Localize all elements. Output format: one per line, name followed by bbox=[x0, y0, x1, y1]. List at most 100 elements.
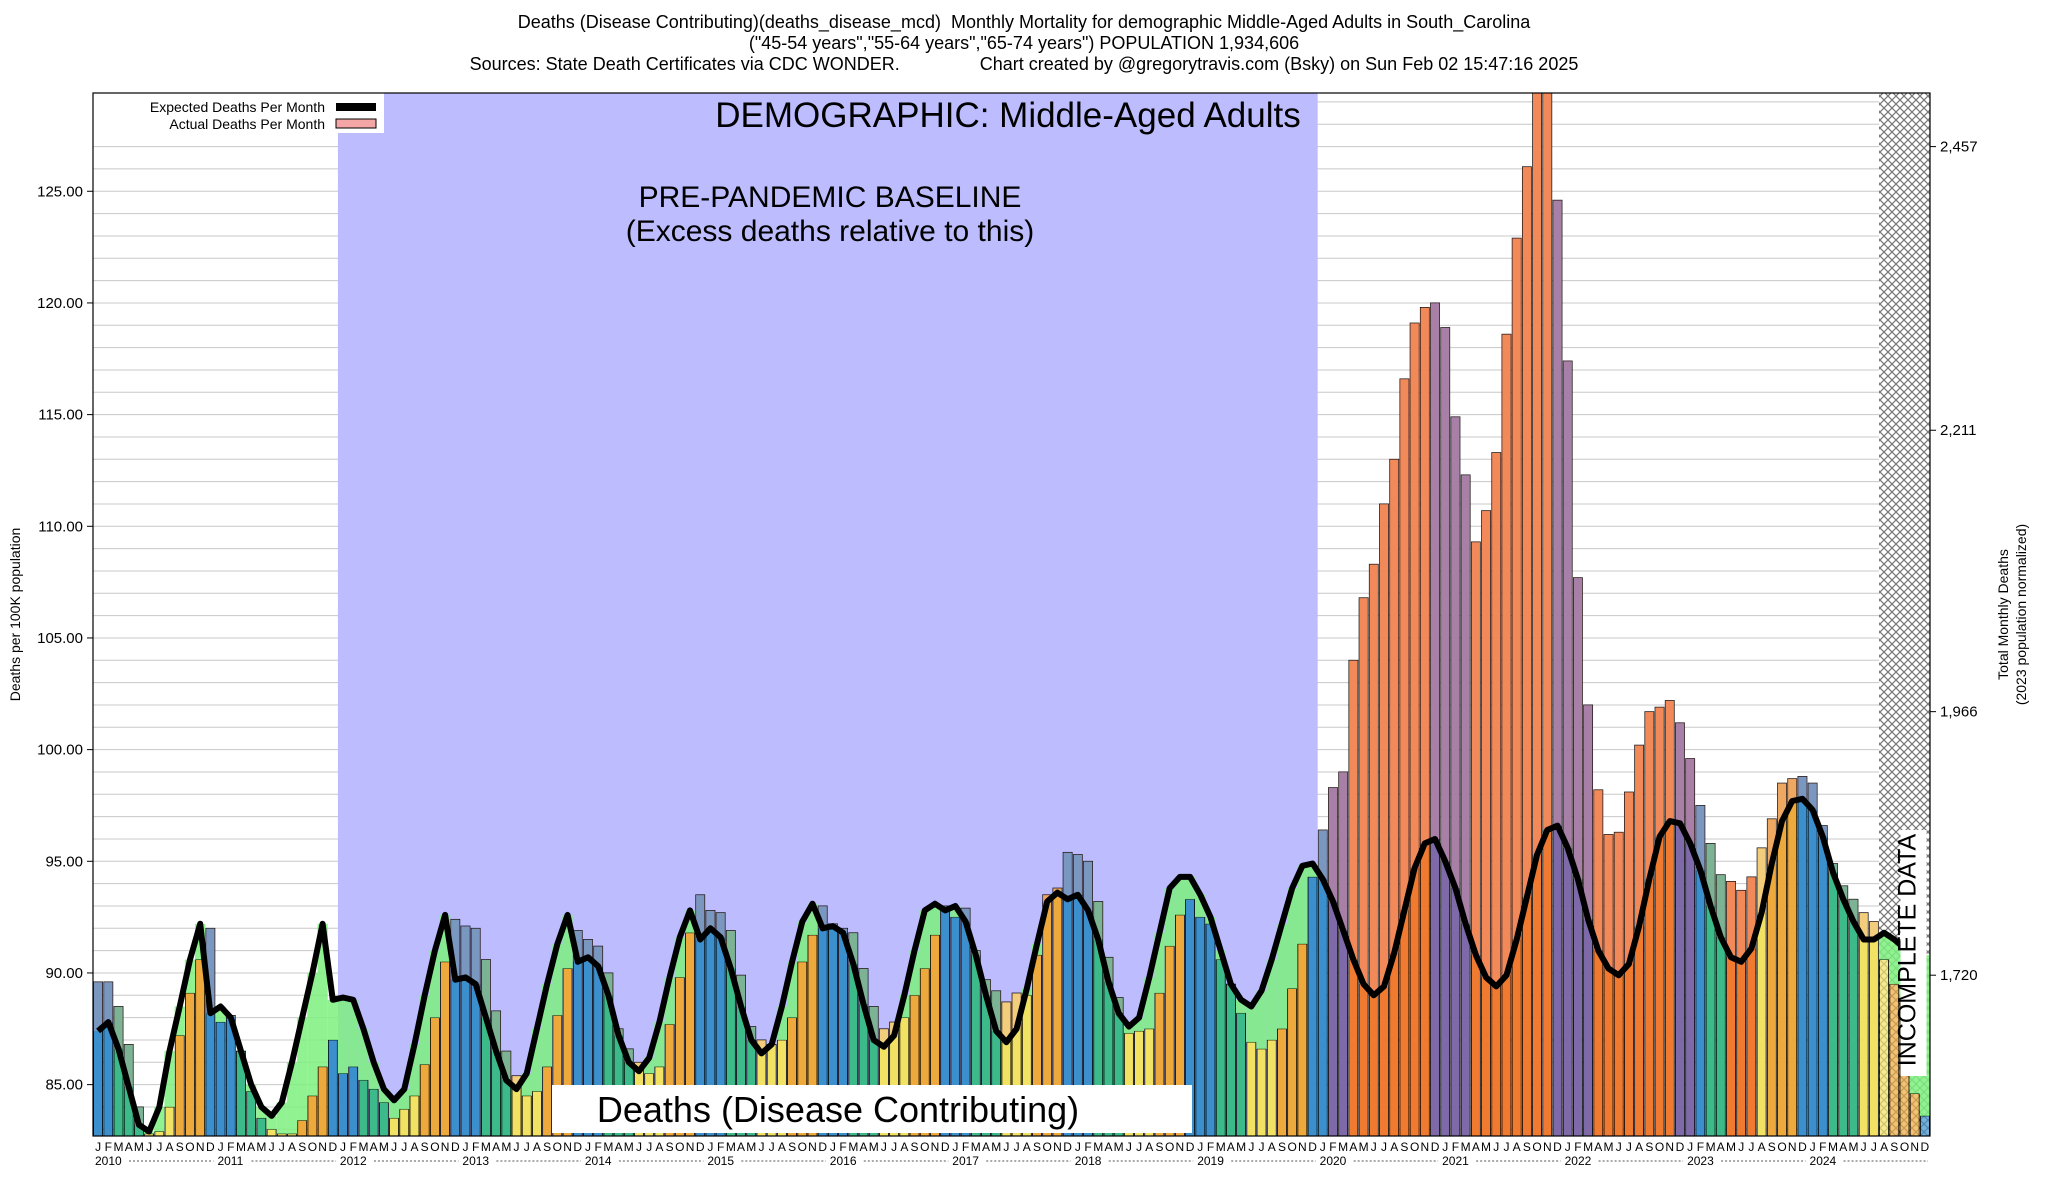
bar-26 bbox=[358, 1079, 369, 1136]
deficit-fill-106 bbox=[1174, 876, 1185, 915]
xtick-month: O bbox=[430, 1140, 439, 1154]
xtick-month: J bbox=[1075, 1140, 1081, 1154]
bar-25 bbox=[348, 1066, 359, 1136]
xtick-year: 2010 bbox=[95, 1154, 122, 1168]
bar-1 bbox=[103, 981, 114, 1136]
bar-62 bbox=[725, 930, 736, 1136]
deficit-fill-67 bbox=[776, 1006, 787, 1040]
deficit-fill-113 bbox=[1246, 1006, 1257, 1043]
xtick-month: A bbox=[1268, 1140, 1276, 1154]
xtick-month: M bbox=[1216, 1140, 1226, 1154]
deficit-fill-21 bbox=[307, 972, 318, 1096]
xtick-month: J bbox=[279, 1140, 285, 1154]
excess-fill-85 bbox=[961, 908, 971, 922]
excess-fill-166 bbox=[1787, 778, 1797, 801]
excess-fill-139 bbox=[1512, 238, 1522, 940]
xtick-month: A bbox=[1023, 1140, 1031, 1154]
xtick-month: F bbox=[472, 1140, 479, 1154]
deficit-fill-112 bbox=[1236, 999, 1247, 1014]
chart-title-line2: ("45-54 years","55-64 years","65-74 year… bbox=[748, 33, 1300, 53]
excess-fill-152 bbox=[1644, 711, 1654, 880]
xtick-month: S bbox=[1523, 1140, 1531, 1154]
deficit-fill-32 bbox=[419, 995, 430, 1065]
bar-31 bbox=[409, 1095, 420, 1136]
bar-171 bbox=[1838, 885, 1849, 1136]
xtick-month: A bbox=[1145, 1140, 1153, 1154]
xtick-month: D bbox=[696, 1140, 705, 1154]
xtick-month: J bbox=[146, 1140, 152, 1154]
xtick-month: F bbox=[1574, 1140, 1581, 1154]
deficit-fill-8 bbox=[174, 1006, 185, 1036]
bar-89 bbox=[1001, 1001, 1012, 1136]
deficit-fill-29 bbox=[388, 1100, 400, 1119]
xtick-month: J bbox=[1616, 1140, 1622, 1154]
deficit-fill-116 bbox=[1276, 923, 1288, 1029]
bar-47 bbox=[572, 930, 583, 1136]
xtick-month: O bbox=[1043, 1140, 1052, 1154]
legend-label-expected: Expected Deaths Per Month bbox=[150, 99, 325, 115]
ytick-label: 90.00 bbox=[45, 965, 83, 982]
deficit-fill-119 bbox=[1307, 863, 1318, 877]
xtick-month: J bbox=[1861, 1140, 1867, 1154]
xtick-month: J bbox=[707, 1140, 713, 1154]
deficit-fill-57 bbox=[674, 937, 685, 978]
xtick-month: J bbox=[1320, 1140, 1326, 1154]
xtick-month: J bbox=[758, 1140, 764, 1154]
bar-27 bbox=[368, 1088, 379, 1136]
xtick-month: N bbox=[1298, 1140, 1307, 1154]
excess-fill-142 bbox=[1542, 93, 1552, 831]
bar-99 bbox=[1103, 956, 1114, 1136]
excess-fill-157 bbox=[1695, 805, 1705, 871]
xtick-month: F bbox=[839, 1140, 846, 1154]
bar-124 bbox=[1358, 597, 1369, 1136]
bar-100 bbox=[1113, 997, 1124, 1136]
bar-10 bbox=[195, 959, 206, 1136]
bar-141 bbox=[1532, 93, 1542, 1136]
deficit-fill-55 bbox=[654, 1022, 665, 1067]
chart-title-line3: Sources: State Death Certificates via CD… bbox=[469, 54, 1579, 74]
y2tick-label: 1,720 bbox=[1940, 967, 1978, 984]
deficit-fill-117 bbox=[1287, 888, 1298, 989]
xtick-month: A bbox=[492, 1140, 500, 1154]
bar-76 bbox=[868, 1006, 879, 1136]
deficit-fill-9 bbox=[184, 959, 196, 994]
xtick-month: A bbox=[737, 1140, 745, 1154]
deficit-fill-46 bbox=[562, 914, 573, 969]
xtick-month: D bbox=[818, 1140, 827, 1154]
xtick-month: J bbox=[1493, 1140, 1499, 1154]
xtick-month: J bbox=[830, 1140, 836, 1154]
deficit-fill-84 bbox=[950, 905, 961, 918]
deficit-fill-22 bbox=[317, 923, 328, 1067]
excess-fill-168 bbox=[1808, 783, 1818, 810]
xtick-month: N bbox=[1543, 1140, 1552, 1154]
incomplete-data-label: INCOMPLETE DATA bbox=[1894, 833, 1922, 1066]
bar-9 bbox=[185, 992, 195, 1136]
xtick-month: M bbox=[1093, 1140, 1103, 1154]
xtick-month: S bbox=[1890, 1140, 1898, 1154]
legend: Expected Deaths Per Month Actual Deaths … bbox=[93, 93, 384, 133]
xtick-month: J bbox=[1503, 1140, 1509, 1154]
xtick-month: A bbox=[1635, 1140, 1643, 1154]
xtick-month: A bbox=[247, 1140, 255, 1154]
deficit-fill-24 bbox=[337, 997, 349, 1074]
bar-142 bbox=[1542, 93, 1553, 1136]
xtick-month: M bbox=[1604, 1140, 1614, 1154]
deficit-fill-101 bbox=[1123, 1026, 1134, 1034]
excess-fill-49 bbox=[593, 946, 603, 967]
excess-fill-122 bbox=[1338, 771, 1348, 931]
xtick-month: M bbox=[358, 1140, 368, 1154]
xtick-month: J bbox=[514, 1140, 520, 1154]
ytick-label: 110.00 bbox=[38, 518, 83, 535]
bar-116 bbox=[1277, 1028, 1287, 1136]
xtick-month: D bbox=[1063, 1140, 1072, 1154]
xtick-month: S bbox=[421, 1140, 429, 1154]
bar-77 bbox=[879, 1028, 889, 1136]
excess-fill-162 bbox=[1746, 876, 1756, 949]
xtick-month: N bbox=[1788, 1140, 1797, 1154]
xtick-month: A bbox=[288, 1140, 296, 1154]
xtick-month: J bbox=[952, 1140, 958, 1154]
xtick-month: A bbox=[1513, 1140, 1521, 1154]
xtick-month: M bbox=[746, 1140, 756, 1154]
excess-fill-89 bbox=[1001, 1001, 1011, 1043]
bar-60 bbox=[705, 910, 716, 1136]
